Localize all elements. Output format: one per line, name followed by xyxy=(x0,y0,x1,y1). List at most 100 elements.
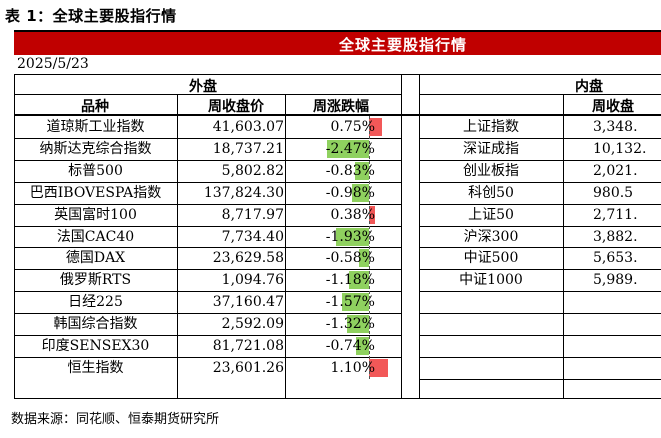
domestic-row-name: 中证500 xyxy=(463,250,519,267)
banner-title: 全球主要股指行情 xyxy=(339,36,468,54)
row-divider xyxy=(14,225,401,227)
row-name: 俄罗斯RTS xyxy=(59,272,132,289)
header-change: 周涨跌幅 xyxy=(313,99,369,115)
row-close: 1,094.76 xyxy=(221,272,284,289)
section-foreign: 外盘 xyxy=(189,79,217,95)
table-banner: 全球主要股指行情 xyxy=(14,32,661,55)
domestic-row-close: 2,711. xyxy=(593,206,638,223)
domestic-row-divider xyxy=(419,203,661,205)
domestic-row-divider xyxy=(419,159,661,161)
row-change: -2.47% xyxy=(325,140,375,157)
domestic-row-close: 3,348. xyxy=(593,119,638,135)
change-bar xyxy=(342,293,369,312)
domestic-row-divider xyxy=(419,181,661,183)
row-close: 8,717.97 xyxy=(221,206,284,223)
col-divider xyxy=(285,95,286,398)
row-name: 恒生指数 xyxy=(67,359,124,376)
row-divider xyxy=(14,137,401,139)
row-change: -0.74% xyxy=(325,338,375,354)
row-change: -1.57% xyxy=(325,294,375,311)
domestic-row-name: 中证1000 xyxy=(459,272,523,289)
col-divider xyxy=(177,95,178,398)
row-name: 印度SENSEX30 xyxy=(41,338,150,354)
row-close: 23,601.26 xyxy=(212,359,284,376)
row-name: 道琼斯工业指数 xyxy=(46,119,145,135)
domestic-row-name: 上证50 xyxy=(468,206,514,223)
row-name: 韩国综合指数 xyxy=(53,316,138,333)
change-bar xyxy=(369,358,388,377)
change-bar xyxy=(354,161,369,180)
row-name: 日经225 xyxy=(68,294,123,311)
row-change: -0.58% xyxy=(325,250,375,267)
table-caption: 表 1：全球主要股指行情 xyxy=(5,7,177,25)
domestic-row-name: 上证指数 xyxy=(463,119,519,135)
col-divider xyxy=(563,95,564,398)
domestic-row-close: 10,132. xyxy=(593,140,647,157)
row-name: 标普500 xyxy=(68,162,123,179)
report-date: 2025/5/23 xyxy=(17,56,89,72)
domestic-row-divider xyxy=(419,247,661,249)
row-change: -1.18% xyxy=(325,272,375,289)
row-divider xyxy=(14,335,401,336)
domestic-row-close: 3,882. xyxy=(593,228,638,245)
row-name: 法国CAC40 xyxy=(56,228,135,245)
row-divider xyxy=(14,159,401,161)
domestic-section-rule xyxy=(419,94,661,95)
domestic-row-divider xyxy=(419,291,661,293)
left-border xyxy=(14,75,15,398)
row-change: -0.83% xyxy=(325,162,375,179)
row-divider xyxy=(14,269,401,271)
domestic-row-name: 科创50 xyxy=(468,184,514,201)
row-divider xyxy=(14,291,401,293)
row-close: 23,629.58 xyxy=(212,250,284,267)
row-close: 137,824.30 xyxy=(203,184,284,201)
domestic-row-name: 创业板指 xyxy=(463,162,519,179)
data-source: 数据来源：同花顺、恒泰期货研究所 xyxy=(11,412,220,427)
change-bar xyxy=(369,118,382,136)
header-close: 周收盘价 xyxy=(208,99,264,115)
row-change: 0.38% xyxy=(330,206,375,223)
row-divider xyxy=(14,181,401,183)
header-name: 品种 xyxy=(81,99,109,115)
domestic-row-divider xyxy=(419,313,661,315)
row-change: -0.98% xyxy=(325,184,375,201)
row-change: 0.75% xyxy=(330,119,375,135)
change-bar xyxy=(346,315,369,334)
row-change: -1.32% xyxy=(325,316,375,333)
row-change: -1.93% xyxy=(325,228,375,245)
row-close: 41,603.07 xyxy=(212,119,284,135)
row-name: 德国DAX xyxy=(65,250,126,267)
row-name: 巴西IBOVESPA指数 xyxy=(29,184,162,201)
domestic-row-divider xyxy=(419,378,661,380)
section-domestic: 内盘 xyxy=(575,79,603,95)
col-divider xyxy=(419,75,420,398)
row-divider xyxy=(14,247,401,249)
domestic-row-close: 5,989. xyxy=(593,272,638,289)
top-rule xyxy=(14,30,661,32)
row-divider xyxy=(14,356,401,358)
domestic-row-close: 2,021. xyxy=(593,162,638,179)
change-bar xyxy=(359,249,369,268)
row-close: 7,734.40 xyxy=(221,228,284,245)
change-bar xyxy=(352,183,369,202)
change-bar xyxy=(369,205,376,224)
change-bar xyxy=(327,139,369,158)
domestic-row-divider xyxy=(419,225,661,227)
header-rule xyxy=(14,114,661,116)
domestic-row-close: 5,653. xyxy=(593,250,638,267)
domestic-row-close: 980.5 xyxy=(593,184,634,201)
change-bar xyxy=(356,337,369,355)
zero-axis xyxy=(369,116,370,379)
row-name: 纳斯达克综合指数 xyxy=(39,140,152,157)
domestic-row-divider xyxy=(419,269,661,271)
row-close: 2,592.09 xyxy=(221,316,284,333)
row-close: 81,721.08 xyxy=(212,338,284,354)
row-close: 37,160.47 xyxy=(212,294,284,311)
domestic-row-name: 沪深300 xyxy=(463,228,519,245)
row-close: 18,737.21 xyxy=(212,140,284,157)
header-close-domestic: 周收盘 xyxy=(592,99,634,115)
change-bar xyxy=(336,227,369,246)
row-divider xyxy=(14,313,401,315)
row-change: 1.10% xyxy=(330,359,375,376)
bottom-rule xyxy=(14,398,661,399)
